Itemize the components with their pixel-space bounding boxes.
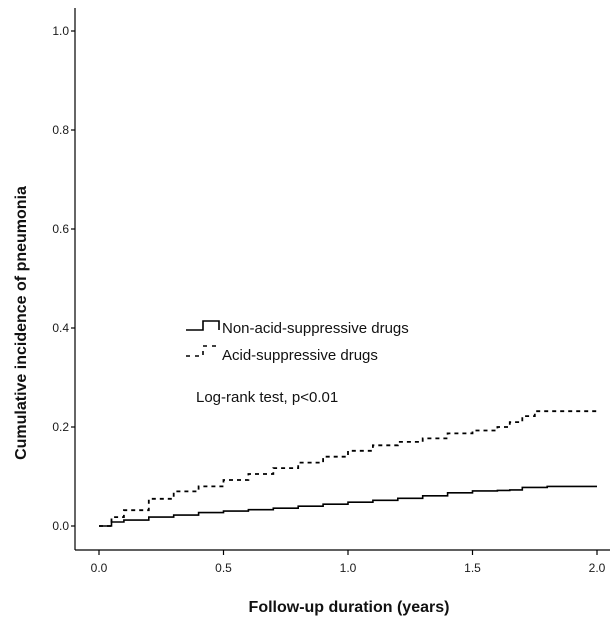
series-line-acid-suppressive	[99, 410, 597, 527]
x-tick-label: 0.5	[215, 561, 232, 575]
y-tick-label: 0.2	[52, 420, 69, 434]
y-axis-title: Cumulative incidence of pneumonia	[13, 186, 30, 460]
legend-label-acid: Acid-suppressive drugs	[222, 347, 378, 364]
y-tick-label: 1.0	[52, 24, 69, 38]
x-tick-label: 0.0	[91, 561, 108, 575]
ticks: 0.0 0.2 0.4 0.6 0.8 1.0 0.0 0.5 1.0 1.5 2.0	[52, 24, 605, 575]
axes	[74, 8, 610, 551]
series-line-non-acid-suppressive	[99, 485, 597, 527]
log-rank-annotation: Log-rank test, p<0.01	[196, 389, 338, 406]
y-tick-label: 0.8	[52, 123, 69, 137]
y-tick-label: 0.6	[52, 222, 69, 236]
y-tick-label: 0.4	[52, 321, 69, 335]
x-axis-title: Follow-up duration (years)	[249, 599, 450, 616]
x-tick-label: 1.5	[464, 561, 481, 575]
legend-label-non-acid: Non-acid-suppressive drugs	[222, 320, 409, 337]
legend: Non-acid-suppressive drugs Acid-suppress…	[186, 320, 409, 364]
y-tick-label: 0.0	[52, 519, 69, 533]
series-group	[99, 410, 597, 527]
x-tick-label: 1.0	[340, 561, 357, 575]
x-tick-label: 2.0	[589, 561, 606, 575]
legend-swatch-solid	[186, 320, 220, 331]
legend-swatch-dashed	[186, 345, 219, 357]
